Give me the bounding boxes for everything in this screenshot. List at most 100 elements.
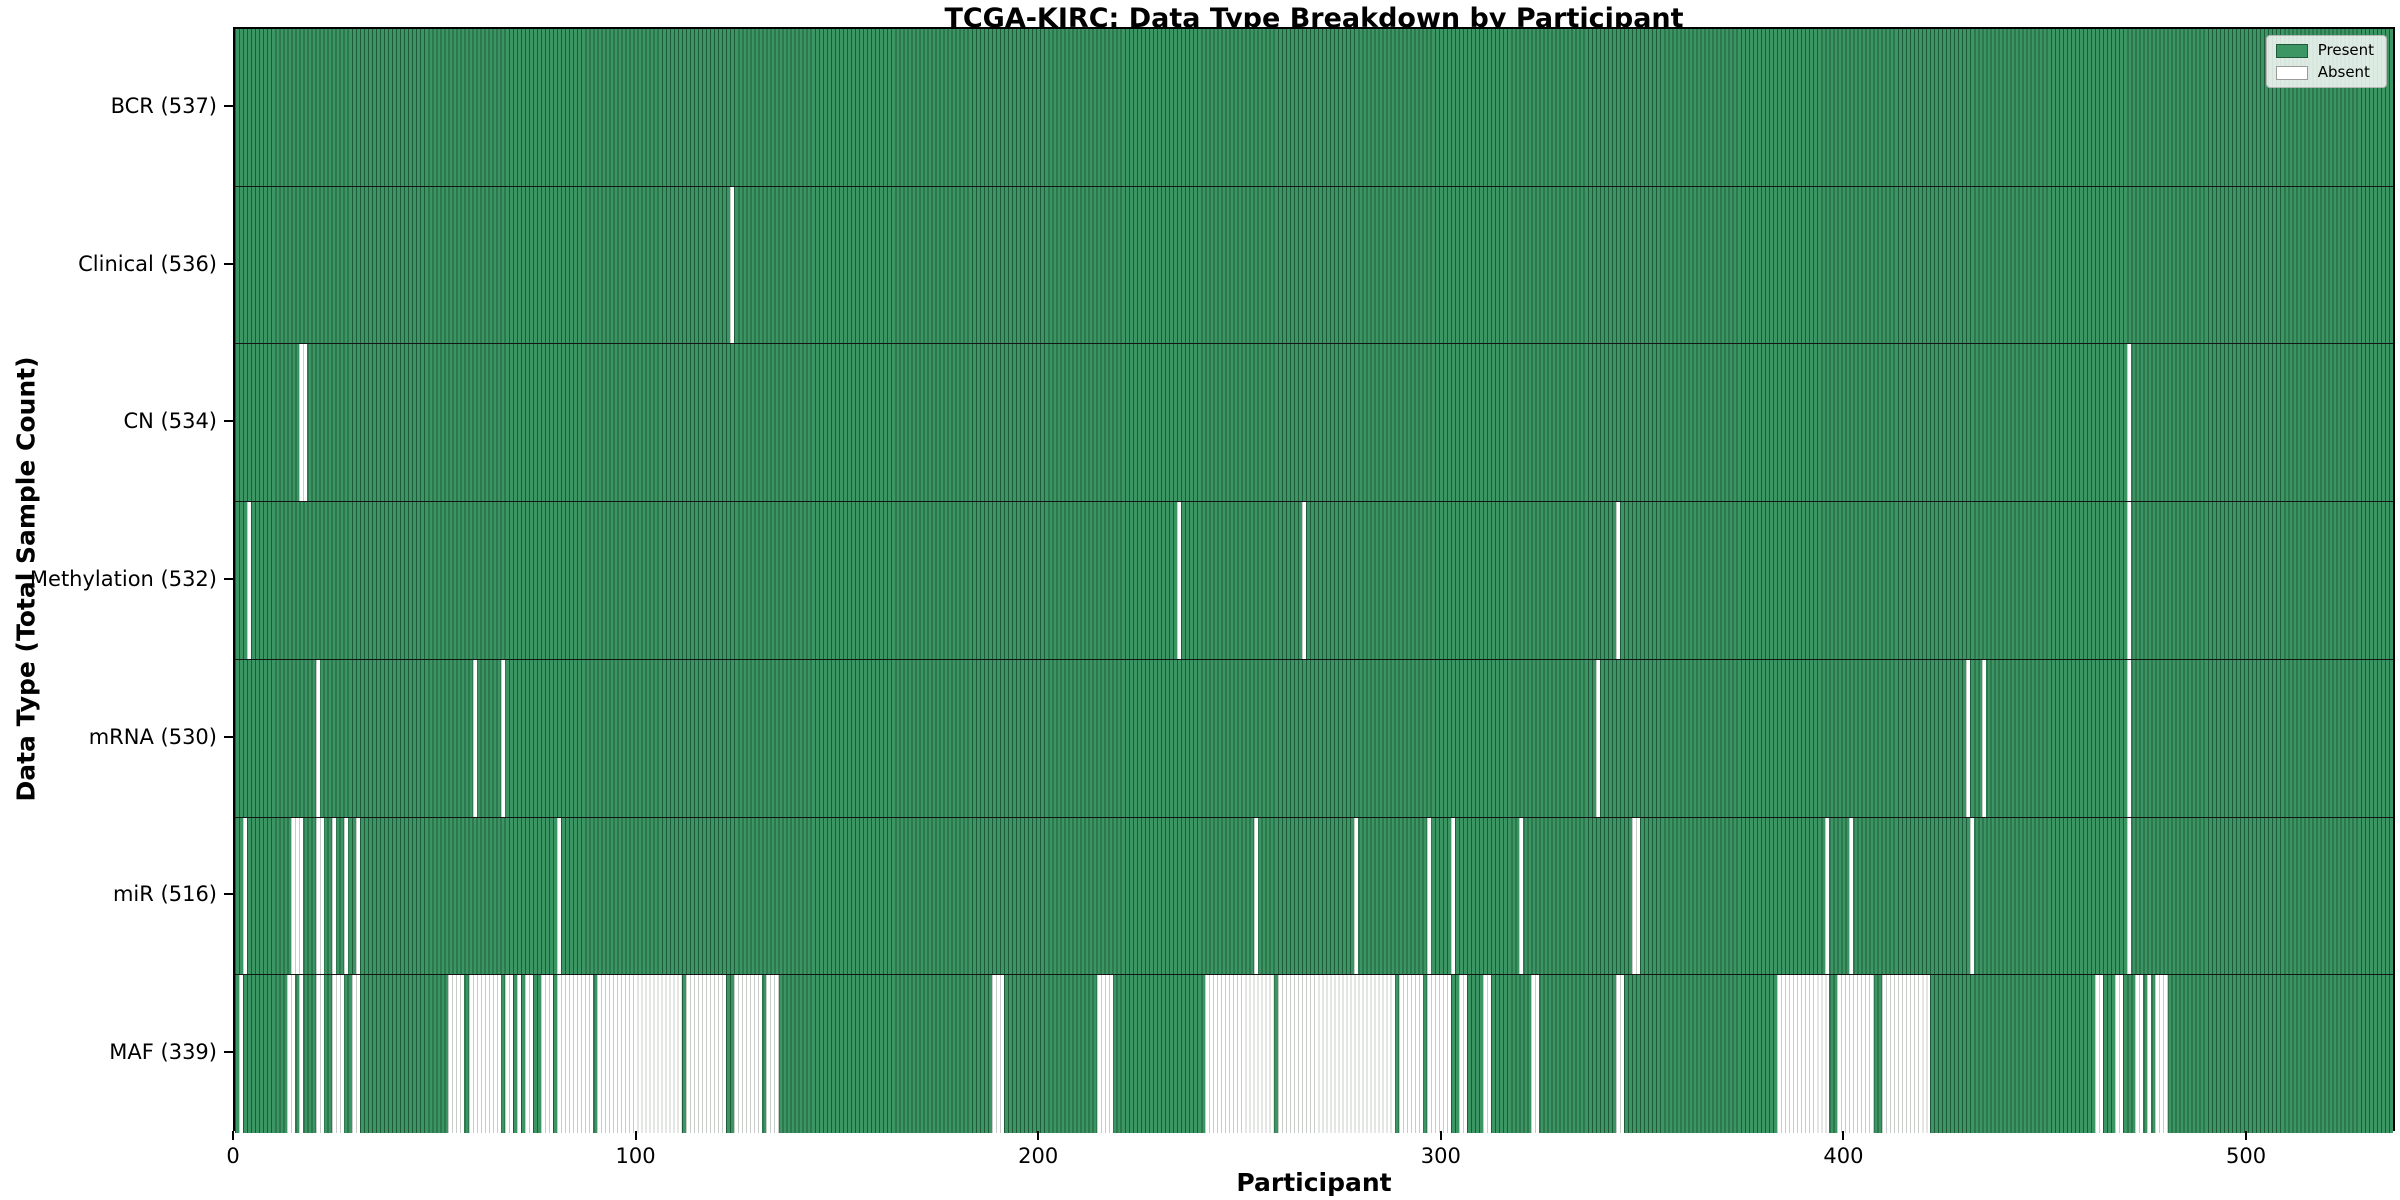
absent-gap [1615, 975, 1624, 1133]
absent-gap [1426, 817, 1431, 975]
row-band-miR [235, 817, 2393, 976]
absent-gap [1825, 817, 1830, 975]
absent-gap [299, 344, 308, 502]
absent-gap [1096, 975, 1113, 1133]
absent-gap [557, 817, 562, 975]
row-band-Methylation [235, 502, 2393, 660]
x-tick-label: 400 [1823, 1144, 1864, 1168]
x-tick-mark [1037, 1131, 1040, 1140]
x-axis-label: Participant [1236, 1168, 1392, 1197]
row-band-CN [235, 344, 2393, 503]
absent-gap [524, 975, 533, 1133]
x-tick-mark [1439, 1131, 1442, 1140]
y-tick-mark [224, 420, 233, 423]
absent-gap [1450, 817, 1455, 975]
absent-gap [291, 817, 304, 975]
absent-gap [448, 975, 465, 1133]
row-band-BCR [235, 29, 2393, 187]
absent-gap [243, 817, 248, 975]
absent-gap [1881, 975, 1930, 1133]
absent-gap [557, 975, 594, 1133]
absent-gap [500, 659, 505, 817]
y-tick-label: miR (516) [112, 882, 217, 907]
legend-item-present: Present [2275, 41, 2374, 59]
y-tick-label: BCR (537) [110, 93, 217, 118]
absent-gap [343, 817, 348, 975]
y-tick-label: Clinical (536) [78, 251, 217, 276]
legend-present-label: Present [2317, 41, 2374, 59]
absent-gap [1177, 502, 1182, 659]
y-tick-label: MAF (339) [109, 1040, 217, 1065]
x-tick-mark [232, 1131, 234, 1140]
absent-gap [991, 975, 1004, 1133]
absent-gap [1849, 817, 1854, 975]
absent-gap [2127, 344, 2132, 502]
row-band-mRNA [235, 659, 2393, 818]
absent-gap [331, 817, 336, 975]
absent-gap [1458, 975, 1467, 1133]
x-tick-mark [1842, 1131, 1845, 1140]
legend-present-swatch [2275, 43, 2308, 58]
absent-gap [2127, 502, 2132, 659]
absent-gap [730, 186, 735, 344]
x-tick-label: 300 [1420, 1144, 1461, 1168]
x-tick-label: 100 [615, 1144, 656, 1168]
absent-gap [1632, 817, 1641, 975]
absent-gap [2155, 975, 2168, 1133]
absent-gap [685, 975, 727, 1133]
absent-gap [351, 975, 360, 1133]
absent-gap [1354, 817, 1359, 975]
absent-gap [1970, 817, 1975, 975]
absent-gap [468, 975, 501, 1133]
absent-gap [1776, 975, 1830, 1133]
absent-gap [1531, 975, 1540, 1133]
absent-gap [315, 659, 320, 817]
row-band-MAF [235, 975, 2393, 1133]
absent-gap [1982, 659, 1987, 817]
absent-gap [1837, 975, 1874, 1133]
absent-gap [1205, 975, 1274, 1133]
absent-gap [597, 975, 682, 1133]
absent-gap [1426, 975, 1451, 1133]
absent-gap [472, 659, 477, 817]
absent-gap [315, 817, 324, 975]
absent-gap [355, 817, 360, 975]
legend-absent-label: Absent [2317, 63, 2370, 81]
absent-gap [315, 975, 324, 1133]
absent-gap [331, 975, 344, 1133]
absent-gap [299, 975, 304, 1133]
absent-gap [1398, 975, 1423, 1133]
x-tick-label: 200 [1018, 1144, 1059, 1168]
x-tick-label: 0 [226, 1144, 240, 1168]
x-tick-label: 500 [2225, 1144, 2267, 1168]
absent-gap [2127, 659, 2132, 817]
absent-gap [540, 975, 554, 1133]
absent-gap [247, 502, 252, 659]
plot-area: Present Absent [233, 27, 2395, 1133]
legend-absent-swatch [2275, 65, 2308, 80]
absent-gap [1277, 975, 1395, 1133]
legend-item-absent: Absent [2275, 63, 2374, 81]
y-tick-label: mRNA (530) [88, 724, 217, 749]
absent-gap [1253, 817, 1258, 975]
y-tick-mark [224, 104, 233, 107]
row-band-Clinical [235, 186, 2393, 345]
absent-gap [2147, 975, 2152, 1133]
absent-gap [287, 975, 296, 1133]
absent-gap [2115, 975, 2124, 1133]
absent-gap [1595, 659, 1600, 817]
y-tick-mark [224, 735, 233, 738]
y-tick-mark [224, 1051, 233, 1054]
absent-gap [504, 975, 513, 1133]
absent-gap [239, 975, 244, 1133]
absent-gap [1966, 659, 1971, 817]
absent-gap [734, 975, 763, 1133]
absent-gap [2095, 975, 2104, 1133]
y-tick-mark [224, 893, 233, 896]
absent-gap [1301, 502, 1306, 659]
absent-gap [1615, 502, 1620, 659]
y-tick-label: CN (534) [123, 409, 217, 434]
legend: Present Absent [2265, 35, 2387, 88]
x-tick-mark [634, 1131, 637, 1140]
absent-gap [2135, 975, 2144, 1133]
